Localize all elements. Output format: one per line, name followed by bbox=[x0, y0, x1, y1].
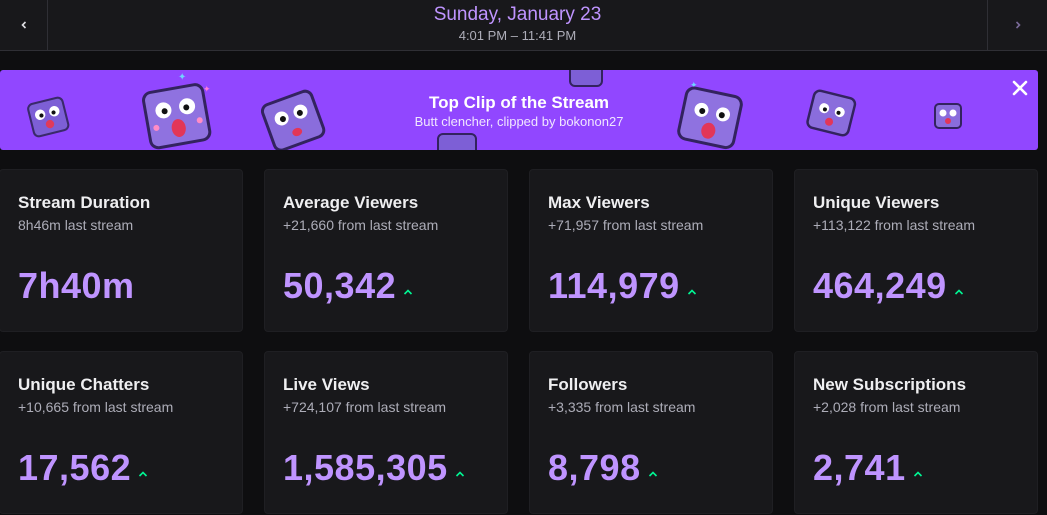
trend-up-icon bbox=[139, 471, 148, 477]
stat-value: 2,741 bbox=[813, 447, 906, 488]
chevron-right-icon bbox=[1015, 21, 1021, 29]
emote-icon bbox=[27, 96, 70, 138]
trend-up-icon bbox=[455, 471, 464, 477]
date-block: Sunday, January 23 4:01 PM – 11:41 PM bbox=[48, 4, 987, 45]
top-clip-text[interactable]: Top Clip of the Stream Butt clencher, cl… bbox=[0, 93, 1038, 131]
stream-time-range: 4:01 PM – 11:41 PM bbox=[458, 28, 577, 43]
stat-title: Unique Chatters bbox=[18, 375, 150, 394]
stat-value: 8,798 bbox=[548, 447, 641, 488]
stat-value: 1,585,305 bbox=[283, 447, 448, 488]
stat-comparison: +3,335 from last stream bbox=[548, 399, 696, 415]
trend-up-icon bbox=[648, 471, 657, 477]
trend-up-icon bbox=[913, 471, 922, 477]
trend-up-icon bbox=[404, 289, 413, 295]
svg-text:✦: ✦ bbox=[690, 81, 698, 91]
stat-comparison: 8h46m last stream bbox=[18, 217, 134, 233]
stat-card-average-viewers: Average Viewers +21,660 from last stream… bbox=[264, 169, 508, 332]
emote-icon bbox=[569, 70, 603, 87]
stream-date: Sunday, January 23 bbox=[433, 4, 602, 25]
stat-title: Average Viewers bbox=[283, 193, 419, 212]
svg-text:✦: ✦ bbox=[178, 72, 186, 83]
trend-up-icon bbox=[687, 289, 696, 295]
stat-title: Live Views bbox=[283, 375, 370, 394]
stat-comparison: +724,107 from last stream bbox=[283, 399, 447, 415]
stream-date-header: Sunday, January 23 4:01 PM – 11:41 PM bbox=[0, 0, 1047, 51]
next-stream-button[interactable] bbox=[987, 0, 1047, 50]
stat-card-live-views: Live Views +724,107 from last stream 1,5… bbox=[264, 351, 508, 514]
close-icon[interactable] bbox=[1010, 78, 1030, 98]
top-clip-banner[interactable]: ✦ ✦ ✦ bbox=[0, 70, 1038, 150]
chevron-left-icon bbox=[20, 21, 26, 29]
stat-card-new-subscriptions: New Subscriptions +2,028 from last strea… bbox=[794, 351, 1038, 514]
stat-card-unique-chatters: Unique Chatters +10,665 from last stream… bbox=[0, 351, 243, 514]
stat-title: Followers bbox=[548, 375, 628, 394]
stat-comparison: +2,028 from last stream bbox=[813, 399, 961, 415]
stat-title: Unique Viewers bbox=[813, 193, 940, 212]
emote-icon: ✦ ✦ bbox=[142, 72, 212, 150]
stat-value: 17,562 bbox=[18, 447, 132, 488]
top-clip-subtitle: Butt clencher, clipped by bokonon27 bbox=[414, 114, 624, 129]
stat-value: 7h40m bbox=[18, 265, 135, 306]
stat-value: 464,249 bbox=[813, 265, 947, 306]
emote-icon bbox=[260, 89, 326, 150]
stat-title: Stream Duration bbox=[18, 193, 151, 212]
emote-icon: ✦ bbox=[677, 81, 743, 150]
top-clip-title: Top Clip of the Stream bbox=[428, 93, 610, 112]
stat-card-max-viewers: Max Viewers +71,957 from last stream 114… bbox=[529, 169, 773, 332]
svg-text:✦: ✦ bbox=[203, 85, 211, 95]
stat-value: 114,979 bbox=[548, 265, 680, 306]
stat-card-unique-viewers: Unique Viewers +113,122 from last stream… bbox=[794, 169, 1038, 332]
emote-icon bbox=[806, 89, 857, 137]
stat-title: New Subscriptions bbox=[813, 375, 967, 394]
trend-up-icon bbox=[954, 289, 963, 295]
stat-comparison: +10,665 from last stream bbox=[18, 399, 174, 415]
stat-value: 50,342 bbox=[283, 265, 397, 306]
stat-comparison: +21,660 from last stream bbox=[283, 217, 439, 233]
stat-card-stream-duration: Stream Duration 8h46m last stream 7h40m bbox=[0, 169, 243, 332]
emote-icon bbox=[437, 133, 477, 150]
stat-title: Max Viewers bbox=[548, 193, 650, 212]
stat-comparison: +113,122 from last stream bbox=[813, 217, 975, 233]
stat-card-followers: Followers +3,335 from last stream 8,798 bbox=[529, 351, 773, 514]
emote-icon bbox=[934, 103, 962, 129]
stat-comparison: +71,957 from last stream bbox=[548, 217, 704, 233]
previous-stream-button[interactable] bbox=[0, 0, 48, 50]
